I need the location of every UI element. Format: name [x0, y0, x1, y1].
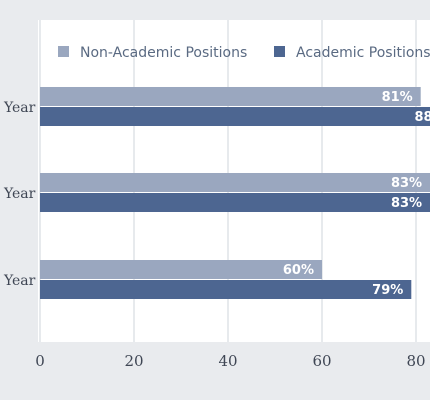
category-labels: Year Year Year: [3, 100, 36, 289]
legend-label: Non-Academic Positions: [80, 45, 247, 61]
bar: [40, 193, 430, 212]
bar: [40, 87, 421, 106]
legend: Non-Academic Positions Academic Positions: [58, 45, 430, 61]
x-tick-label: 20: [124, 352, 143, 370]
legend-swatch: [274, 46, 285, 57]
x-tick-label: 80: [406, 352, 425, 370]
x-tick-label: 0: [35, 352, 45, 370]
legend-label: Academic Positions: [296, 45, 430, 61]
bar: [40, 107, 430, 126]
x-tick-label: 60: [312, 352, 331, 370]
data-label: 83%: [391, 196, 422, 211]
category-label: Year: [3, 186, 36, 202]
bar: [40, 280, 412, 299]
x-tick-label: 40: [218, 352, 237, 370]
bars: 81%88% 83% 83% 60% 79%: [40, 87, 430, 299]
data-label: 83%: [391, 176, 422, 191]
x-axis-ticks: 0204060801: [35, 352, 425, 370]
data-label: 79%: [372, 283, 403, 298]
data-label: 60%: [283, 263, 314, 278]
data-label: 81%: [382, 90, 413, 105]
bar: [40, 260, 322, 279]
data-label: 88%: [414, 110, 430, 125]
bar: [40, 173, 430, 192]
category-label: Year: [3, 100, 36, 116]
category-label: Year: [3, 273, 36, 289]
legend-swatch: [58, 46, 69, 57]
